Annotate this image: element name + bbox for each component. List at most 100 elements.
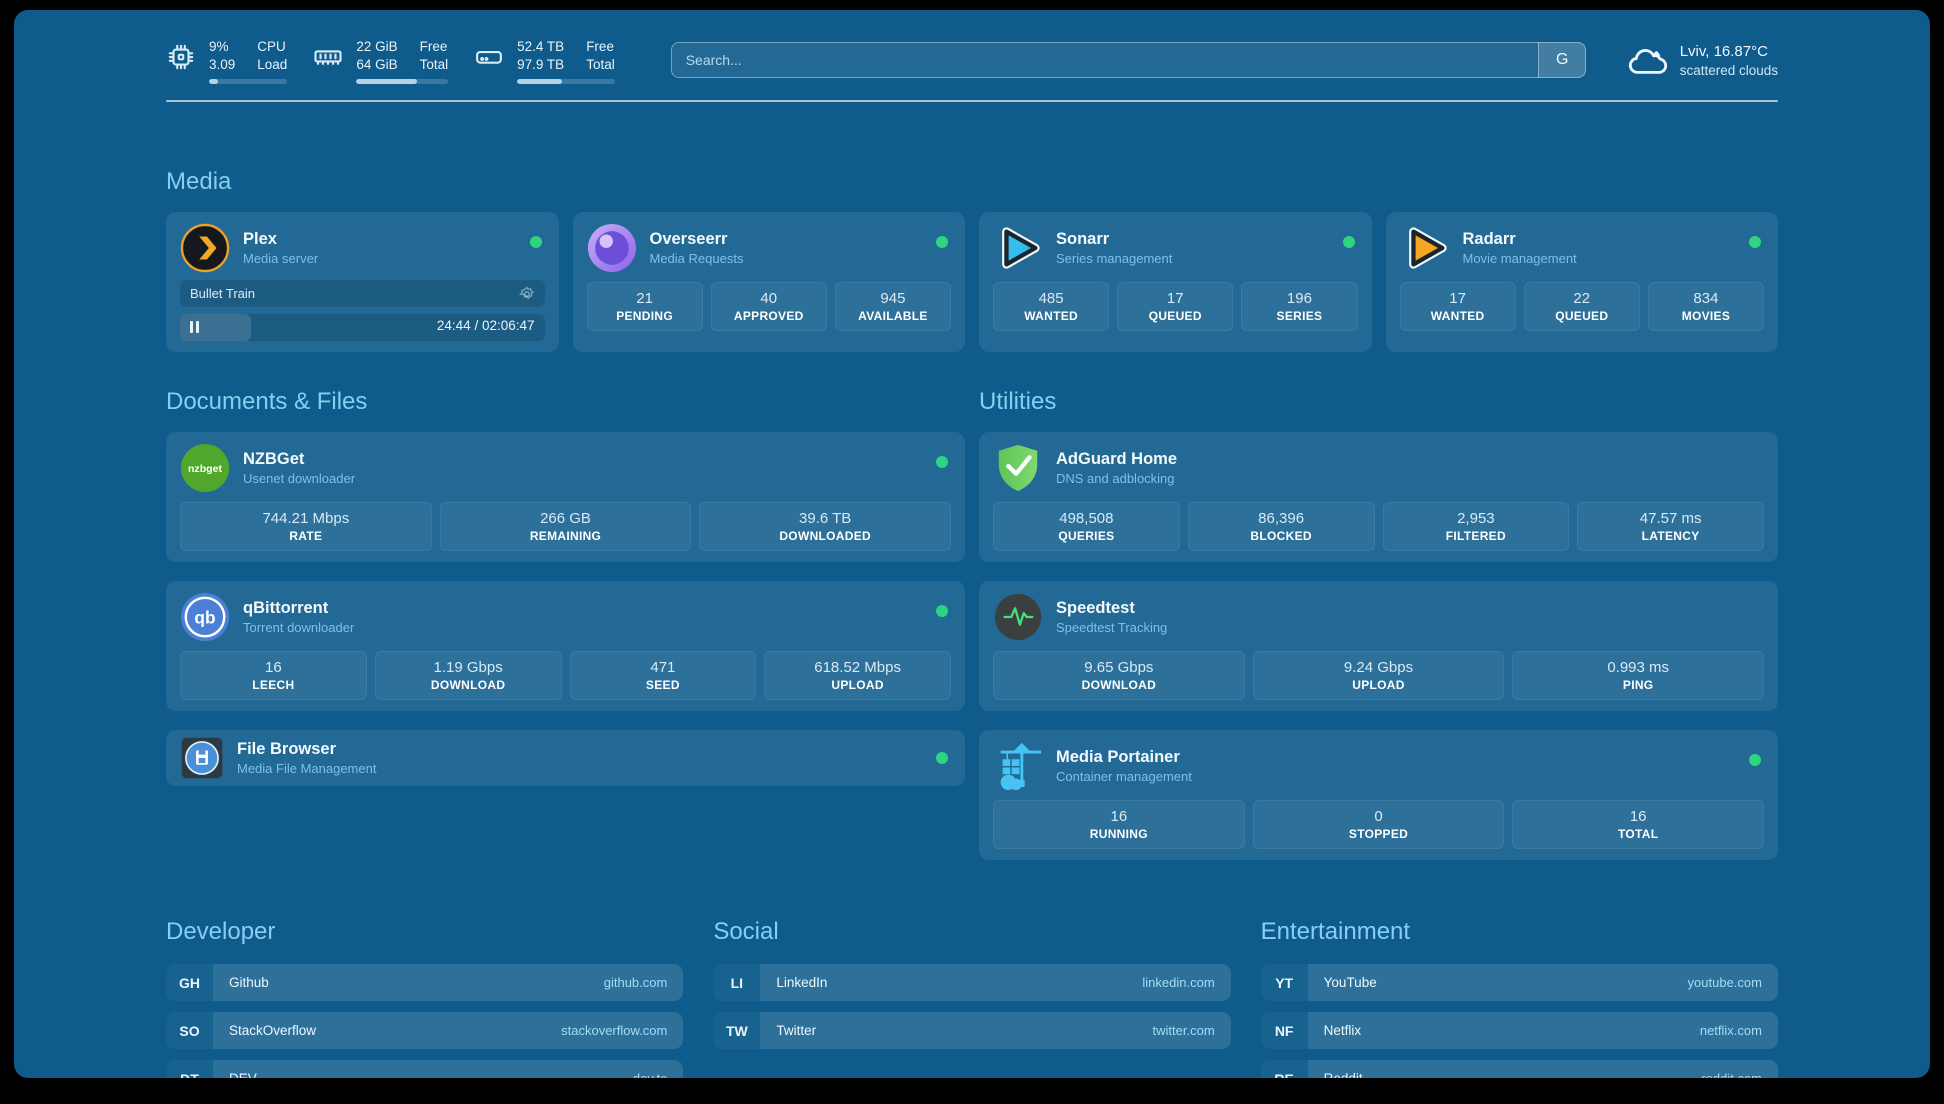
weather-location-temp: Lviv, 16.87°C [1679, 43, 1768, 60]
link-twitter[interactable]: TW Twitter twitter.com [713, 1012, 1231, 1049]
link-url: stackoverflow.com [561, 1023, 668, 1038]
playback-progress-bar[interactable]: 24:44 / 02:06:47 [180, 314, 545, 341]
app-name: Speedtest [1056, 599, 1135, 617]
stat-label: QUERIES [1058, 529, 1115, 543]
stat-label: PENDING [616, 309, 673, 323]
stat-value: 485 [1038, 290, 1064, 307]
pause-icon[interactable] [190, 321, 199, 333]
stat-value: 498,508 [1059, 510, 1114, 527]
link-linkedin[interactable]: LI LinkedIn linkedin.com [713, 964, 1231, 1001]
section-title-entertainment: Entertainment [1260, 918, 1411, 945]
stat-label: PING [1622, 678, 1654, 692]
link-tag: YT [1260, 964, 1308, 1001]
stat-label: RATE [289, 529, 323, 543]
link-github[interactable]: GH Github github.com [166, 964, 684, 1001]
app-link-plex[interactable]: Plex Media server [180, 223, 545, 273]
ram-progress-bar [356, 79, 449, 84]
app-link-speedtest[interactable]: Speedtest Speedtest Tracking [993, 592, 1764, 642]
stat-label: DOWNLOAD [430, 678, 506, 692]
link-tag: GH [166, 964, 213, 1001]
app-link-overseerr[interactable]: Overseerr Media Requests [587, 223, 952, 273]
app-link-adguard[interactable]: AdGuard Home DNS and adblocking [993, 443, 1764, 493]
card-sonarr: Sonarr Series management 485 WANTED 17 Q… [979, 212, 1372, 352]
cpu-icon [166, 42, 196, 72]
ram-free-label: Free [419, 39, 448, 54]
card-speedtest: Speedtest Speedtest Tracking 9.65 Gbps D… [979, 581, 1778, 711]
status-dot [936, 456, 948, 468]
stat-value: 945 [880, 290, 906, 307]
cpu-load-label: Load [257, 57, 288, 72]
ram-icon [313, 42, 343, 72]
link-netflix[interactable]: NF Netflix netflix.com [1260, 1012, 1778, 1049]
ram-stat-widget: 22 GiB 64 GiB Free Total [313, 38, 449, 84]
stat-value: 834 [1693, 290, 1719, 307]
link-dev[interactable]: DT DEV dev.to [166, 1060, 684, 1078]
app-link-filebrowser[interactable]: File Browser Media File Management [180, 736, 951, 780]
ram-progress-fill [356, 79, 417, 84]
link-name: Netflix [1323, 1023, 1362, 1038]
stat-label: SEED [645, 678, 680, 692]
disk-free-value: 52.4 TB [517, 39, 565, 54]
link-url: youtube.com [1687, 975, 1762, 990]
social-links: Social LI LinkedIn linkedin.com TW Twitt… [713, 918, 1231, 1078]
overseerr-icon [587, 223, 637, 273]
stat-box: 1.19 Gbps DOWNLOAD [374, 651, 562, 700]
stat-box: 22 QUEUED [1523, 282, 1640, 331]
card-radarr: Radarr Movie management 17 WANTED 22 QUE… [1385, 212, 1778, 352]
status-dot [1749, 754, 1761, 766]
search-bar: G [670, 42, 1586, 78]
link-youtube[interactable]: YT YouTube youtube.com [1260, 964, 1778, 1001]
search-engine-button[interactable]: G [1537, 42, 1586, 78]
gear-icon[interactable] [518, 286, 535, 302]
app-name: Sonarr [1056, 230, 1110, 248]
stat-label: SERIES [1276, 309, 1323, 323]
card-nzbget: nzbget NZBGet Usenet downloader 744.21 M… [166, 432, 965, 562]
link-tag: SO [166, 1012, 213, 1049]
section-title-documents: Documents & Files [166, 388, 368, 415]
link-tag: TW [713, 1012, 761, 1049]
radarr-icon [1400, 223, 1450, 273]
link-tag: DT [166, 1060, 213, 1078]
stat-box: 266 GB REMAINING [439, 502, 692, 551]
stat-box: 40 APPROVED [710, 282, 827, 331]
stat-value: 47.57 ms [1639, 510, 1702, 527]
link-url: twitter.com [1152, 1023, 1215, 1038]
cpu-label: CPU [257, 39, 286, 54]
app-link-sonarr[interactable]: Sonarr Series management [993, 223, 1358, 273]
ram-total-label: Total [419, 57, 449, 72]
app-name: Plex [243, 230, 277, 248]
status-dot [529, 236, 542, 248]
app-name: AdGuard Home [1056, 450, 1178, 468]
weather-widget: Lviv, 16.87°C scattered clouds [1626, 40, 1778, 82]
app-desc: Movie management [1462, 251, 1577, 266]
app-name: Overseerr [649, 230, 728, 248]
search-input[interactable] [670, 42, 1586, 78]
stat-box: 17 QUEUED [1117, 282, 1234, 331]
stat-label: MOVIES [1681, 309, 1731, 323]
stat-label: LATENCY [1641, 529, 1700, 543]
stat-label: REMAINING [529, 529, 602, 543]
app-link-radarr[interactable]: Radarr Movie management [1400, 223, 1765, 273]
link-stackoverflow[interactable]: SO StackOverflow stackoverflow.com [166, 1012, 684, 1049]
entertainment-links: Entertainment YT YouTube youtube.com NF … [1260, 918, 1778, 1078]
app-link-nzbget[interactable]: nzbget NZBGet Usenet downloader [180, 443, 951, 493]
disk-progress-bar [517, 79, 615, 84]
app-desc: Series management [1056, 251, 1173, 266]
section-title-utilities: Utilities [979, 388, 1057, 415]
app-desc: Speedtest Tracking [1056, 620, 1168, 635]
app-link-qbittorrent[interactable]: qb qBittorrent Torrent downloader [180, 592, 951, 642]
app-link-portainer[interactable]: Media Portainer Container management [993, 741, 1764, 791]
stat-box: 9.65 Gbps DOWNLOAD [993, 651, 1245, 700]
stat-box: 834 MOVIES [1647, 282, 1765, 331]
app-desc: Usenet downloader [243, 471, 356, 486]
disk-free-label: Free [586, 39, 614, 54]
stat-label: QUEUED [1555, 309, 1609, 323]
disk-total-value: 97.9 TB [517, 57, 565, 72]
cpu-load-value: 3.09 [209, 57, 236, 72]
section-title-media: Media [166, 168, 232, 195]
link-reddit[interactable]: RE Reddit reddit.com [1260, 1060, 1778, 1078]
stat-label: DOWNLOADED [779, 529, 872, 543]
card-plex: Plex Media server Bullet Train [166, 212, 559, 352]
stat-label: AVAILABLE [858, 309, 928, 323]
stat-box: 498,508 QUERIES [993, 502, 1180, 551]
